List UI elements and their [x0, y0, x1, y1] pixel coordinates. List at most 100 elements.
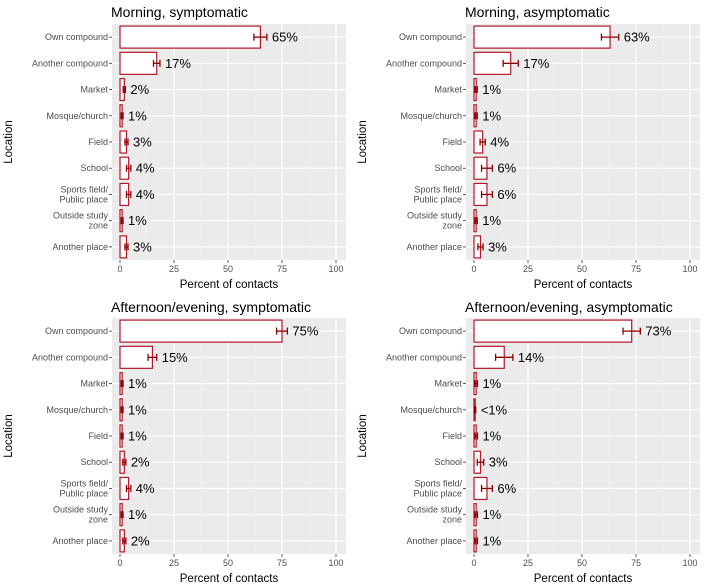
data-label-another-compound: 17% — [523, 56, 549, 71]
x-tick-label: 50 — [223, 264, 233, 274]
x-tick-label: 0 — [117, 264, 122, 274]
y-axis-title: Location — [3, 120, 15, 163]
category-label-school: School — [434, 163, 462, 173]
category-label-another-compound: Another compound — [32, 58, 108, 68]
data-label-mosque-church: 1% — [482, 108, 501, 123]
category-label-another-compound: Another compound — [386, 58, 462, 68]
data-label-sports-field-public-place: 4% — [136, 187, 155, 202]
category-label-market: Market — [434, 379, 462, 389]
category-label-own-compound: Own compound — [399, 326, 462, 336]
category-label-sports-field-public-place: Sports field/Public place — [413, 478, 462, 498]
bar-own-compound — [119, 25, 261, 49]
bar-own-compound — [473, 319, 633, 343]
category-label-another-compound: Another compound — [386, 352, 462, 362]
data-label-field: 1% — [128, 429, 147, 444]
category-label-field: Field — [88, 431, 108, 441]
bar-own-compound — [119, 319, 283, 343]
data-label-field: 3% — [133, 135, 152, 150]
category-label-field: Field — [442, 137, 462, 147]
category-label-school: School — [434, 457, 462, 467]
data-label-another-place: 1% — [482, 533, 501, 548]
data-label-market: 1% — [128, 376, 147, 391]
category-label-outside-study-zone: Outside study zone — [407, 211, 463, 231]
category-label-school: School — [80, 163, 108, 173]
category-label-field: Field — [442, 431, 462, 441]
x-tick-label: 50 — [577, 264, 587, 274]
data-label-field: 1% — [482, 429, 501, 444]
data-label-outside-study-zone: 1% — [482, 213, 501, 228]
category-label-another-place: Another place — [406, 242, 462, 252]
data-label-school: 6% — [497, 161, 516, 176]
panel-title: Afternoon/evening, asymptomatic — [465, 299, 673, 315]
category-label-own-compound: Own compound — [45, 326, 108, 336]
x-tick-label: 75 — [631, 264, 641, 274]
x-tick-label: 0 — [471, 264, 476, 274]
category-label-market: Market — [80, 379, 108, 389]
x-tick-label: 25 — [169, 264, 179, 274]
panel-2: 0 25 50 75 100 63% Own compound 17% Another comp… — [357, 4, 700, 291]
x-tick-label: 100 — [328, 264, 343, 274]
x-tick-label: 50 — [577, 558, 587, 568]
data-label-own-compound: 73% — [645, 324, 671, 339]
x-tick-label: 50 — [223, 558, 233, 568]
x-tick-label: 100 — [682, 558, 697, 568]
data-label-school: 2% — [131, 455, 150, 470]
category-label-another-place: Another place — [406, 536, 462, 546]
x-axis-title: Percent of contacts — [180, 573, 279, 585]
data-label-mosque-church: 1% — [128, 402, 147, 417]
bar-another-compound — [119, 51, 158, 75]
category-label-outside-study-zone: Outside study zone — [53, 211, 109, 231]
category-label-another-compound: Another compound — [32, 352, 108, 362]
data-label-own-compound: 75% — [292, 324, 318, 339]
x-tick-label: 25 — [169, 558, 179, 568]
category-label-sports-field-public-place: Sports field/Public place — [413, 184, 462, 204]
y-axis-title: Location — [357, 120, 369, 163]
data-label-another-compound: 14% — [518, 350, 544, 365]
category-label-mosque-church: Mosque/church — [400, 405, 462, 415]
category-label-another-place: Another place — [52, 242, 108, 252]
category-label-sports-field-public-place: Sports field/Public place — [59, 184, 108, 204]
panel-title: Afternoon/evening, symptomatic — [111, 299, 311, 315]
panel-title: Morning, asymptomatic — [465, 4, 610, 20]
category-label-school: School — [80, 457, 108, 467]
x-tick-label: 75 — [277, 264, 287, 274]
data-label-sports-field-public-place: 4% — [136, 481, 155, 496]
x-axis-title: Percent of contacts — [180, 279, 279, 291]
x-tick-label: 100 — [328, 558, 343, 568]
category-label-outside-study-zone: Outside study zone — [53, 505, 109, 525]
category-label-market: Market — [434, 85, 462, 95]
data-label-another-compound: 17% — [165, 56, 191, 71]
data-label-outside-study-zone: 1% — [482, 507, 501, 522]
x-axis-title: Percent of contacts — [534, 573, 633, 585]
data-label-market: 1% — [482, 376, 501, 391]
bar-own-compound — [473, 25, 611, 49]
category-label-mosque-church: Mosque/church — [400, 111, 462, 121]
category-label-own-compound: Own compound — [45, 32, 108, 42]
data-label-another-compound: 15% — [162, 350, 188, 365]
x-axis-title: Percent of contacts — [534, 279, 633, 291]
data-label-field: 4% — [490, 135, 509, 150]
category-label-mosque-church: Mosque/church — [46, 405, 108, 415]
category-label-own-compound: Own compound — [399, 32, 462, 42]
data-label-outside-study-zone: 1% — [128, 213, 147, 228]
data-label-outside-study-zone: 1% — [128, 507, 147, 522]
data-label-mosque-church: 1% — [128, 108, 147, 123]
x-tick-label: 100 — [682, 264, 697, 274]
data-label-own-compound: 65% — [272, 30, 298, 45]
category-label-mosque-church: Mosque/church — [46, 111, 108, 121]
y-axis-title: Location — [357, 414, 369, 457]
data-label-own-compound: 63% — [624, 30, 650, 45]
x-tick-label: 25 — [523, 264, 533, 274]
panel-1: 0 25 50 75 100 65% Own compound 17% Another comp… — [3, 4, 346, 291]
panel-title: Morning, symptomatic — [111, 4, 248, 20]
x-tick-label: 0 — [471, 558, 476, 568]
category-label-outside-study-zone: Outside study zone — [407, 505, 463, 525]
y-axis-title: Location — [3, 414, 15, 457]
x-tick-label: 75 — [631, 558, 641, 568]
x-tick-label: 0 — [117, 558, 122, 568]
data-label-another-place: 3% — [488, 239, 507, 254]
panel-4: 0 25 50 75 100 73% Own compound 14% Another comp… — [357, 299, 700, 585]
x-tick-label: 25 — [523, 558, 533, 568]
data-label-market: 1% — [482, 82, 501, 97]
